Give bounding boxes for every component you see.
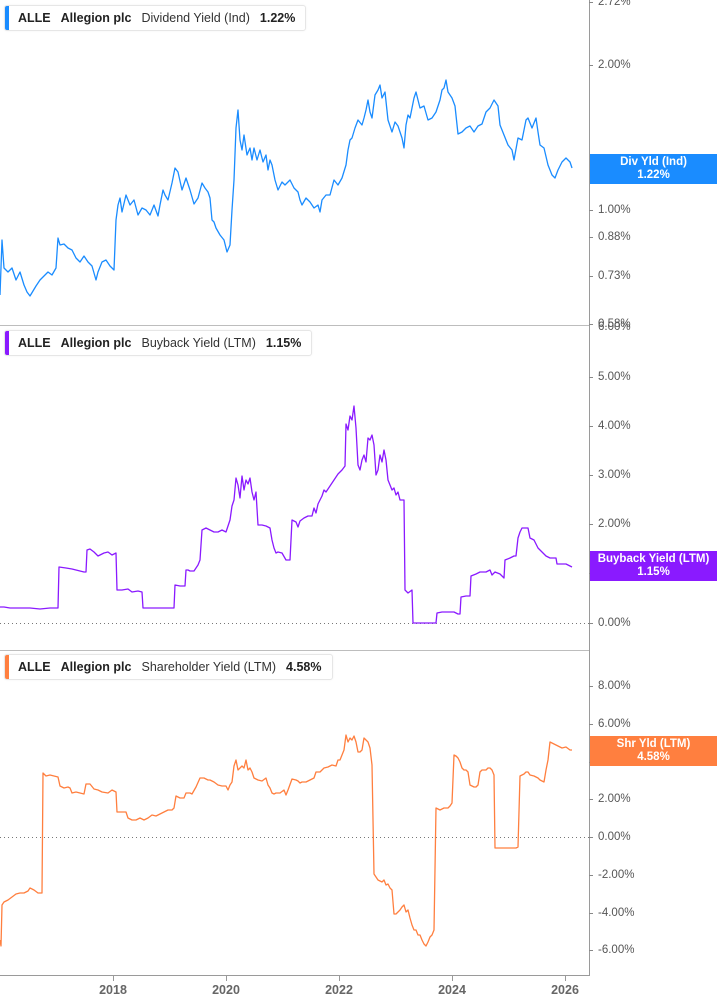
y-tick-mark (589, 475, 593, 476)
legend-company: Allegion plc (60, 11, 132, 25)
legend-ticker: ALLE (18, 660, 51, 674)
y-tick-mark (589, 324, 593, 325)
shareholder-yield-line (0, 734, 572, 947)
x-axis-ticks (113, 976, 566, 981)
tag-label: Div Yld (Ind) (620, 156, 687, 168)
y-tick-label: 4.00% (598, 420, 631, 432)
y-tick-mark (589, 913, 593, 914)
y-tick-mark (589, 524, 593, 525)
buyback-yield-value-tag: Buyback Yield (LTM) 1.15% (590, 551, 717, 581)
y-tick-mark (589, 686, 593, 687)
x-axis-label-2022: 2022 (325, 983, 353, 997)
y-tick-label: 5.00% (598, 371, 631, 383)
legend-value: 1.22% (259, 11, 296, 25)
legend-company: Allegion plc (60, 336, 132, 350)
y-tick-mark (589, 950, 593, 951)
y-tick-label: 0.58% (598, 318, 631, 330)
x-axis-label-2020: 2020 (212, 983, 240, 997)
y-tick-mark (589, 837, 593, 838)
y-tick-mark (589, 623, 593, 624)
series-color-bar (5, 655, 9, 679)
tag-value: 4.58% (637, 751, 670, 763)
legend-value: 4.58% (286, 660, 322, 674)
dividend-yield-panel: ALLE Allegion plc Dividend Yield (Ind) 1… (0, 0, 717, 325)
y-tick-label: 6.00% (598, 321, 631, 333)
series-color-bar (5, 331, 9, 355)
legend-ticker: ALLE (18, 11, 51, 25)
x-axis-label-2018: 2018 (99, 983, 127, 997)
x-axis-label-2024: 2024 (438, 983, 466, 997)
y-tick-label: 1.00% (598, 204, 631, 216)
legend-shareholder-yield[interactable]: ALLE Allegion plc Shareholder Yield (LTM… (4, 654, 333, 680)
y-tick-label: -2.00% (598, 869, 635, 881)
tag-label: Buyback Yield (LTM) (597, 553, 710, 565)
y-tick-mark (589, 377, 593, 378)
legend-ticker: ALLE (18, 336, 51, 350)
y-tick-mark (589, 799, 593, 800)
legend-buyback-yield[interactable]: ALLE Allegion plc Buyback Yield (LTM) 1.… (4, 330, 313, 356)
series-color-bar (5, 6, 9, 30)
y-tick-mark (589, 875, 593, 876)
tag-value: 1.22% (637, 169, 670, 181)
buyback-yield-line (0, 405, 573, 624)
tag-value: 1.15% (637, 566, 670, 578)
y-tick-label: 0.73% (598, 270, 631, 282)
x-axis-label-2026: 2026 (551, 983, 579, 997)
tag-label: Shr Yld (LTM) (616, 738, 691, 750)
legend-metric: Dividend Yield (Ind) (141, 11, 250, 25)
y-tick-label: -4.00% (598, 907, 635, 919)
legend-dividend-yield[interactable]: ALLE Allegion plc Dividend Yield (Ind) 1… (4, 5, 307, 31)
y-tick-mark (589, 237, 593, 238)
dividend-yield-value-tag: Div Yld (Ind) 1.22% (590, 154, 717, 184)
y-tick-label: 2.00% (598, 59, 631, 71)
y-tick-mark (589, 65, 593, 66)
buyback-yield-panel: ALLE Allegion plc Buyback Yield (LTM) 1.… (0, 326, 717, 650)
y-tick-label: 0.00% (598, 617, 631, 629)
y-tick-label: 0.00% (598, 831, 631, 843)
y-tick-mark (589, 426, 593, 427)
y-tick-mark (589, 210, 593, 211)
y-tick-label: 3.00% (598, 469, 631, 481)
y-tick-label: 0.88% (598, 231, 631, 243)
legend-metric: Shareholder Yield (LTM) (141, 660, 277, 674)
y-tick-mark (589, 2, 593, 3)
legend-metric: Buyback Yield (LTM) (141, 336, 256, 350)
shareholder-yield-panel: ALLE Allegion plc Shareholder Yield (LTM… (0, 651, 717, 976)
y-tick-mark (589, 724, 593, 725)
y-tick-label: 2.00% (598, 518, 631, 530)
legend-company: Allegion plc (60, 660, 132, 674)
y-tick-label: 2.00% (598, 793, 631, 805)
dividend-yield-line (0, 79, 573, 297)
y-tick-label: 6.00% (598, 718, 631, 730)
y-tick-label: -6.00% (598, 944, 635, 956)
y-tick-mark (589, 276, 593, 277)
y-tick-label: 8.00% (598, 680, 631, 692)
y-tick-label: 2.72% (598, 0, 631, 8)
shareholder-yield-value-tag: Shr Yld (LTM) 4.58% (590, 736, 717, 766)
legend-value: 1.15% (265, 336, 302, 350)
